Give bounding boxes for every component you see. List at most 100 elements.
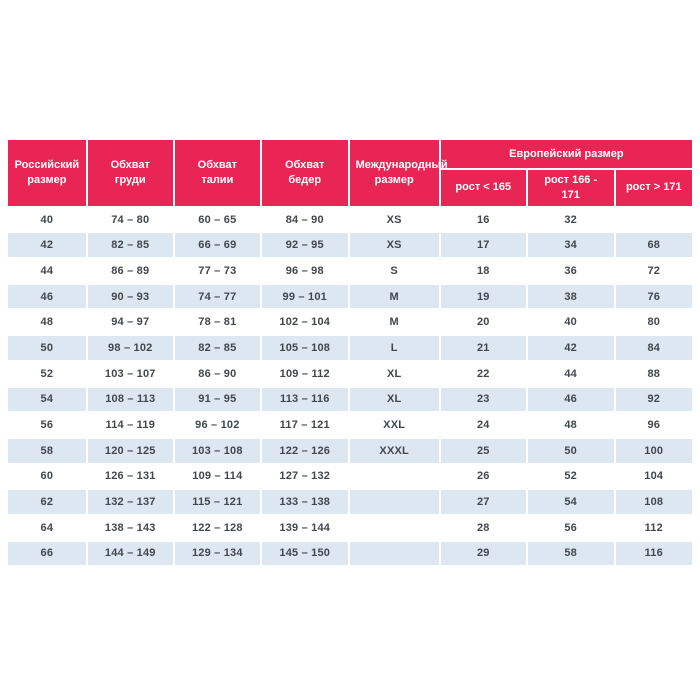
- table-cell: 133 – 138: [261, 490, 348, 514]
- table-cell: 58: [8, 438, 86, 463]
- table-cell: 145 – 150: [261, 541, 348, 566]
- table-cell: 96: [615, 413, 692, 437]
- table-cell: 139 – 144: [261, 515, 348, 540]
- table-row: 58 120 – 125 103 – 108 122 – 126 XXXL 25 50 100: [8, 438, 692, 463]
- header-hips: Обхват бедер: [261, 140, 348, 206]
- table-cell: 44: [527, 361, 614, 386]
- table-cell: 86 – 89: [87, 259, 173, 283]
- table-cell: 109 – 112: [261, 361, 348, 386]
- table-cell: 40: [527, 310, 614, 335]
- table-row: 56 114 – 119 96 – 102 117 – 121 XXL 24 48 96: [8, 413, 692, 437]
- table-row: 52 103 – 107 86 – 90 109 – 112 XL 22 44 88: [8, 361, 692, 386]
- table-cell: 64: [8, 515, 86, 540]
- table-cell: 34: [527, 233, 614, 258]
- header-chest: Обхват груди: [87, 140, 173, 206]
- table-cell: 58: [527, 541, 614, 566]
- table-cell: 54: [527, 490, 614, 514]
- table-cell: 129 – 134: [174, 541, 260, 566]
- table-cell: 92 – 95: [261, 233, 348, 258]
- table-cell: 102 – 104: [261, 310, 348, 335]
- table-cell: 122 – 128: [174, 515, 260, 540]
- table-row: 44 86 – 89 77 – 73 96 – 98 S 18 36 72: [8, 259, 692, 283]
- table-cell: 113 – 116: [261, 387, 348, 412]
- table-cell: [349, 464, 439, 489]
- table-row: 62 132 – 137 115 – 121 133 – 138 27 54 108: [8, 490, 692, 514]
- table-cell: 27: [440, 490, 526, 514]
- table-cell: 127 – 132: [261, 464, 348, 489]
- table-cell: 50: [527, 438, 614, 463]
- table-cell: 84 – 90: [261, 207, 348, 232]
- table-cell: 42: [8, 233, 86, 258]
- table-cell: XXXL: [349, 438, 439, 463]
- table-cell: 52: [8, 361, 86, 386]
- table-cell: 56: [8, 413, 86, 437]
- table-cell: 122 – 126: [261, 438, 348, 463]
- table-cell: 26: [440, 464, 526, 489]
- table-cell: M: [349, 310, 439, 335]
- table-cell: 50: [8, 336, 86, 360]
- table-cell: 100: [615, 438, 692, 463]
- table-cell: 82 – 85: [87, 233, 173, 258]
- table-cell: [615, 207, 692, 232]
- header-european-size: Европейский размер: [440, 140, 692, 168]
- table-cell: 21: [440, 336, 526, 360]
- table-row: 54 108 – 113 91 – 95 113 – 116 XL 23 46 92: [8, 387, 692, 412]
- table-cell: 99 – 101: [261, 284, 348, 309]
- table-cell: 104: [615, 464, 692, 489]
- size-chart-table: Российский размер Обхват груди Обхват та…: [6, 138, 694, 568]
- table-cell: 82 – 85: [174, 336, 260, 360]
- table-cell: 92: [615, 387, 692, 412]
- table-row: 48 94 – 97 78 – 81 102 – 104 M 20 40 80: [8, 310, 692, 335]
- header-height-166-171: рост 166 - 171: [527, 170, 614, 206]
- table-cell: 44: [8, 259, 86, 283]
- table-cell: XS: [349, 233, 439, 258]
- table-cell: 18: [440, 259, 526, 283]
- table-cell: 20: [440, 310, 526, 335]
- table-cell: S: [349, 259, 439, 283]
- table-cell: 86 – 90: [174, 361, 260, 386]
- table-cell: 23: [440, 387, 526, 412]
- table-cell: 17: [440, 233, 526, 258]
- header-russian-size: Российский размер: [8, 140, 86, 206]
- table-cell: 74 – 80: [87, 207, 173, 232]
- header-height-lt-165: рост < 165: [440, 170, 526, 206]
- table-cell: 78 – 81: [174, 310, 260, 335]
- table-row: 50 98 – 102 82 – 85 105 – 108 L 21 42 84: [8, 336, 692, 360]
- table-cell: 112: [615, 515, 692, 540]
- table-cell: 66: [8, 541, 86, 566]
- table-cell: 132 – 137: [87, 490, 173, 514]
- table-cell: 90 – 93: [87, 284, 173, 309]
- table-cell: XS: [349, 207, 439, 232]
- table-cell: 66 – 69: [174, 233, 260, 258]
- table-cell: 96 – 98: [261, 259, 348, 283]
- table-cell: 108: [615, 490, 692, 514]
- table-cell: 38: [527, 284, 614, 309]
- table-cell: 138 – 143: [87, 515, 173, 540]
- table-cell: 114 – 119: [87, 413, 173, 437]
- table-cell: 32: [527, 207, 614, 232]
- table-row: 46 90 – 93 74 – 77 99 – 101 M 19 38 76: [8, 284, 692, 309]
- table-cell: 52: [527, 464, 614, 489]
- table-cell: 56: [527, 515, 614, 540]
- table-cell: [349, 541, 439, 566]
- table-cell: 96 – 102: [174, 413, 260, 437]
- table-cell: 28: [440, 515, 526, 540]
- table-row: 60 126 – 131 109 – 114 127 – 132 26 52 104: [8, 464, 692, 489]
- table-cell: 74 – 77: [174, 284, 260, 309]
- table-header: Российский размер Обхват груди Обхват та…: [8, 140, 692, 206]
- table-cell: [349, 515, 439, 540]
- table-cell: 76: [615, 284, 692, 309]
- table-cell: 29: [440, 541, 526, 566]
- table-cell: 88: [615, 361, 692, 386]
- table-row: 40 74 – 80 60 – 65 84 – 90 XS 16 32: [8, 207, 692, 232]
- table-cell: 48: [527, 413, 614, 437]
- table-cell: 105 – 108: [261, 336, 348, 360]
- table-cell: 22: [440, 361, 526, 386]
- table-cell: 19: [440, 284, 526, 309]
- table-row: 66 144 – 149 129 – 134 145 – 150 29 58 116: [8, 541, 692, 566]
- table-body: 40 74 – 80 60 – 65 84 – 90 XS 16 32 42 82 – 85 66…: [8, 207, 692, 566]
- table-cell: 46: [8, 284, 86, 309]
- table-cell: 46: [527, 387, 614, 412]
- table-cell: XXL: [349, 413, 439, 437]
- table-cell: 60 – 65: [174, 207, 260, 232]
